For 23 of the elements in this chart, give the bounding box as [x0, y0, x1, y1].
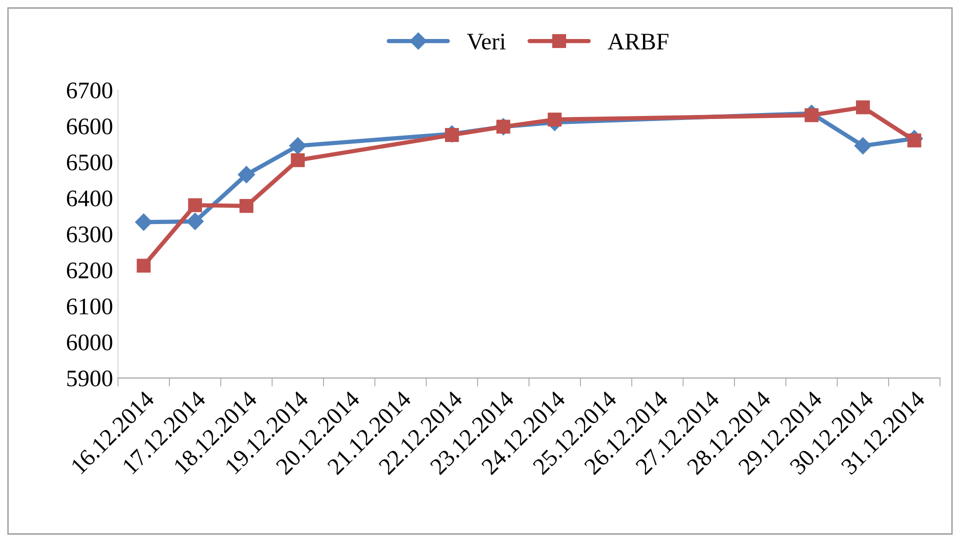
point	[444, 128, 459, 142]
point	[136, 258, 151, 273]
point	[854, 137, 872, 154]
point	[239, 198, 254, 213]
y-tick-label: 6300	[66, 226, 112, 242]
y-tick-label: 6500	[66, 154, 112, 170]
point	[548, 112, 562, 126]
y-tick-label: 6700	[66, 82, 112, 98]
point	[135, 214, 152, 231]
point	[188, 198, 202, 212]
y-tick-label: 5900	[67, 370, 112, 386]
y-tick-label: 6600	[66, 118, 112, 134]
point	[186, 212, 204, 230]
legend-label: Veri	[466, 34, 506, 50]
y-tick-label: 6100	[66, 298, 112, 314]
point	[290, 153, 305, 168]
y-tick-label: 6000	[66, 334, 112, 350]
y-tick-label: 6200	[66, 262, 112, 278]
point	[856, 100, 870, 114]
legend-label: ARBF	[608, 34, 668, 50]
y-tick-label: 6400	[66, 190, 112, 206]
point	[289, 137, 306, 154]
point	[238, 166, 255, 184]
